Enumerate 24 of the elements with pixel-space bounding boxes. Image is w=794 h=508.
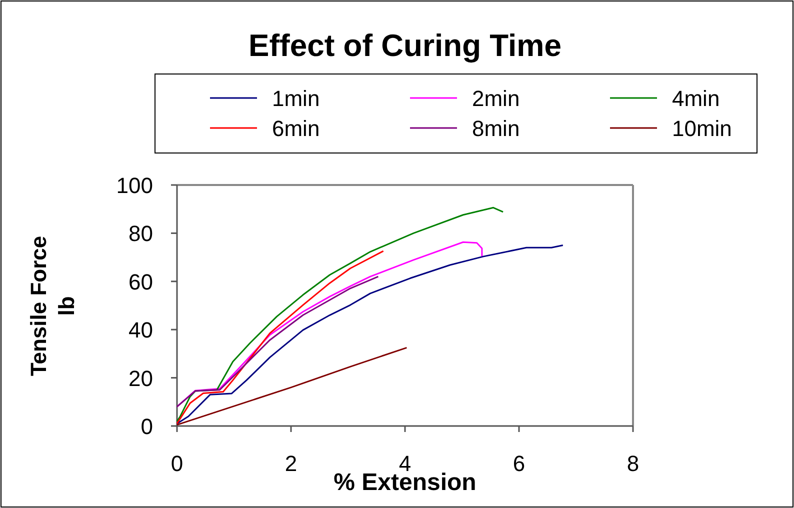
y-tick-label: 20 <box>128 366 153 391</box>
y-axis-title: Tensile Force lb <box>26 236 79 376</box>
line-series <box>176 250 384 424</box>
line-series <box>176 206 504 422</box>
legend-label: 6min <box>272 116 320 141</box>
legend-label: 10min <box>672 116 732 141</box>
x-tick-label: 8 <box>626 451 640 476</box>
line-series <box>176 244 564 424</box>
x-tick-label: 6 <box>512 451 526 476</box>
line-series <box>176 276 379 408</box>
x-tick-label: 4 <box>398 451 412 476</box>
y-tick-label: 0 <box>140 414 153 439</box>
y-tick-label: 80 <box>128 221 153 246</box>
legend-label: 4min <box>672 86 720 111</box>
y-tick-label: 100 <box>116 173 153 198</box>
legend-label: 2min <box>472 86 520 111</box>
chart-title: Effect of Curing Time <box>248 28 562 63</box>
y-tick-label: 60 <box>128 269 153 294</box>
x-tick-label: 2 <box>284 451 298 476</box>
legend-label: 8min <box>472 116 520 141</box>
line-series <box>176 346 408 426</box>
y-tick-label: 40 <box>128 318 153 343</box>
x-tick-label: 0 <box>170 451 184 476</box>
legend-label: 1min <box>272 86 320 111</box>
